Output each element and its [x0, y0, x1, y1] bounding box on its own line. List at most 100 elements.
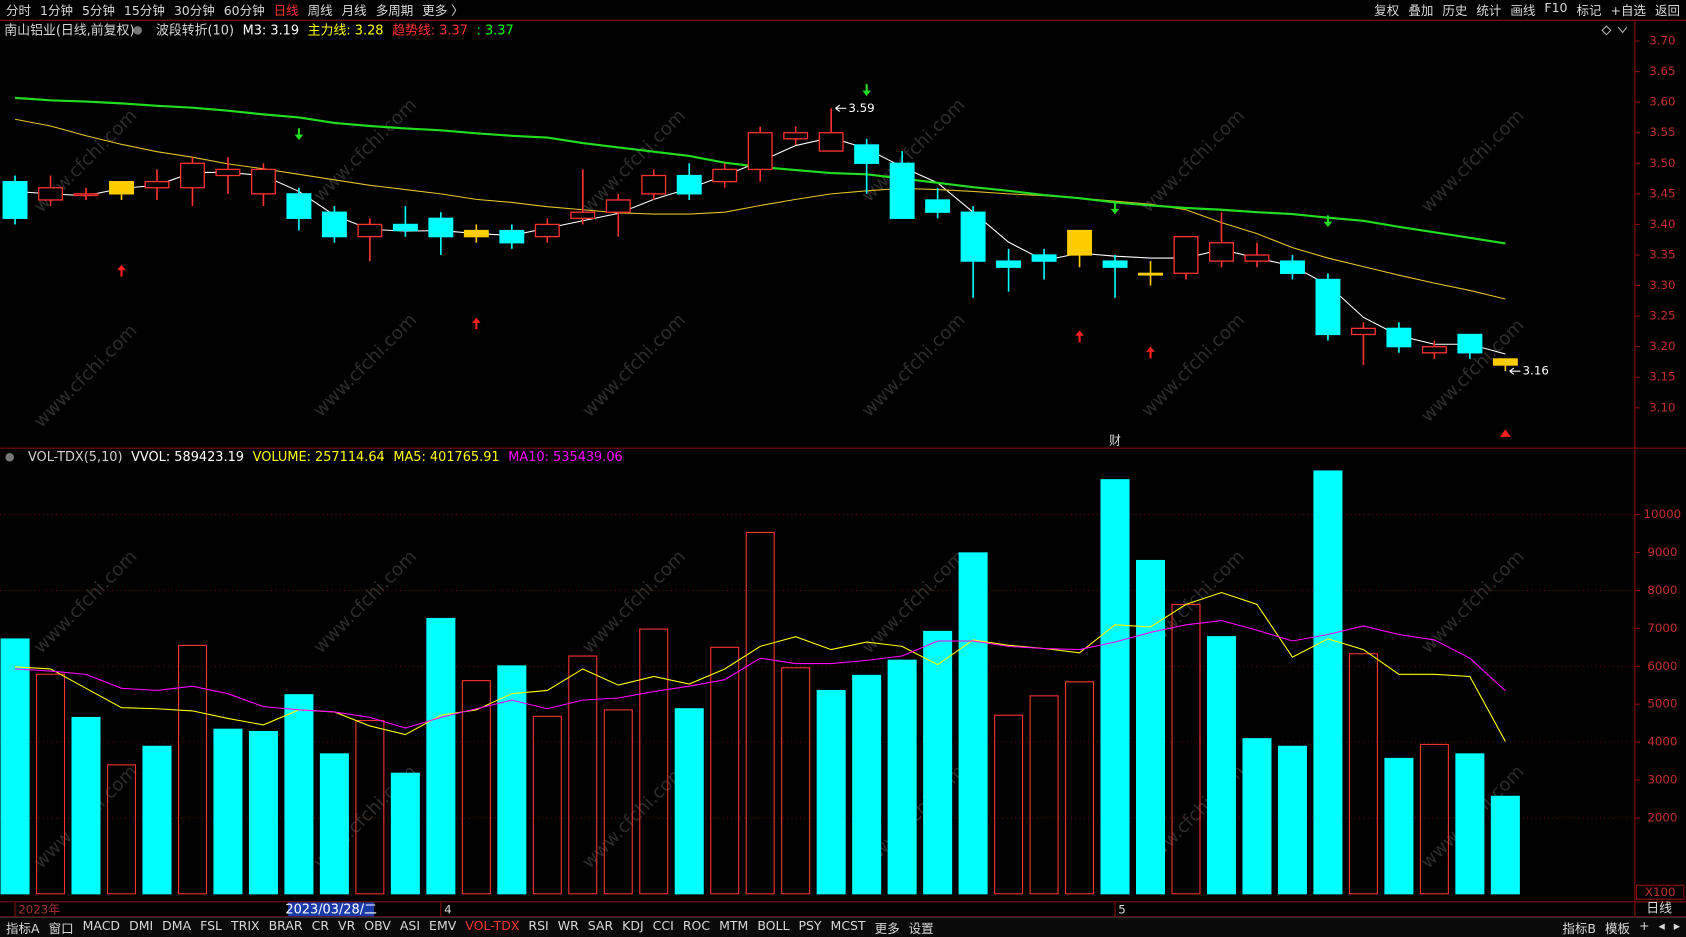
toolbar-button[interactable]: 月线 — [341, 3, 367, 18]
annotation-arrow — [835, 104, 847, 112]
toolbar-button[interactable]: + — [1638, 918, 1650, 933]
volume-bar — [1419, 743, 1449, 895]
volume-bar — [461, 680, 491, 895]
volume-bar — [887, 659, 917, 895]
y-tick-label: 3.30 — [1649, 278, 1675, 292]
indicator-icon — [133, 26, 142, 35]
volume-bar — [177, 644, 207, 895]
chart-header: 南山铝业(日线,前复权) 波段转折(10) M3: 3.19 主力线: 3.28 趋势线… — [4, 22, 513, 38]
volume-bar — [319, 753, 349, 895]
toolbar-button[interactable]: ▸ — [1673, 918, 1680, 933]
toolbar-button[interactable]: MACD — [82, 918, 121, 933]
candle-body — [428, 217, 454, 238]
toolbar-button[interactable]: 指标B — [1562, 921, 1596, 936]
toolbar-button[interactable]: RSI — [528, 918, 549, 933]
toolbar-button[interactable]: VOL-TDX — [465, 918, 520, 933]
toolbar-button[interactable]: DMI — [129, 918, 154, 933]
toolbar-button[interactable]: OBV — [364, 918, 391, 933]
toolbar-button[interactable]: ◂ — [1658, 918, 1665, 933]
volume-bar — [355, 719, 385, 895]
candle-body — [712, 168, 738, 183]
volume-bar — [1277, 745, 1307, 895]
toolbar-button[interactable]: BRAR — [268, 918, 303, 933]
y-tick-label: 2000 — [1647, 810, 1677, 824]
header-item: : 3.37 — [477, 23, 514, 38]
candle-body — [747, 132, 773, 171]
header-item: MA5: 401765.91 — [393, 450, 499, 465]
buy-triangle — [1499, 429, 1511, 437]
annotation-label: 3.59 — [848, 101, 874, 115]
buy-arrow — [1146, 346, 1155, 359]
toolbar-button[interactable]: VR — [338, 918, 356, 933]
toolbar-button[interactable]: ASI — [399, 918, 421, 933]
y-tick-label: 3.10 — [1649, 400, 1675, 414]
ma-line — [15, 619, 1506, 729]
toolbar-button[interactable]: 设置 — [908, 921, 934, 936]
candle-body — [1279, 260, 1305, 274]
toolbar-button[interactable]: 历史 — [1442, 3, 1468, 18]
toolbar-button[interactable]: 指标A — [6, 921, 40, 936]
toolbar-button[interactable]: 日线 — [273, 3, 299, 18]
volume-bar — [1242, 738, 1272, 895]
toolbar-button[interactable]: 叠加 — [1408, 3, 1434, 18]
toolbar-button[interactable]: 1分钟 — [40, 3, 73, 18]
toolbar-button[interactable]: 多周期 — [375, 3, 414, 18]
toolbar-button[interactable]: DMA — [162, 918, 192, 933]
toolbar-button[interactable]: 窗口 — [48, 921, 74, 936]
candle-body — [1173, 236, 1199, 274]
header-title: 南山铝业(日线,前复权) — [4, 22, 134, 38]
toolbar-button[interactable]: 标记 — [1576, 3, 1602, 18]
volume-bar — [71, 716, 101, 895]
volume-bar — [1490, 795, 1520, 895]
toolbar-button[interactable]: 5分钟 — [81, 3, 115, 18]
header-item: MA10: 535439.06 — [508, 450, 623, 465]
toolbar-button[interactable]: +自选 — [1610, 3, 1646, 18]
toolbar-button[interactable]: CR — [311, 918, 330, 933]
volume-bar — [248, 730, 278, 895]
toolbar-button[interactable]: MCST — [830, 918, 866, 933]
toolbar-button[interactable]: 60分钟 — [223, 3, 265, 18]
toolbar-button[interactable]: 分时 — [6, 3, 32, 18]
toolbar-button[interactable]: 统计 — [1476, 3, 1502, 18]
toolbar-button[interactable]: 周线 — [307, 3, 333, 18]
toolbar-button[interactable]: SAR — [587, 918, 614, 933]
y-tick-label: 3.70 — [1649, 34, 1675, 48]
y-tick-label: 3.25 — [1649, 309, 1675, 323]
volume-bar — [1455, 753, 1485, 895]
toolbar-button[interactable]: KDJ — [622, 918, 644, 933]
period-label: 日线 — [1646, 901, 1672, 916]
annotation-label: 3.16 — [1523, 364, 1549, 378]
candle-body — [286, 193, 312, 219]
toolbar-button[interactable]: CCI — [652, 918, 674, 933]
signals — [117, 84, 1511, 437]
toolbar-button[interactable]: EMV — [429, 918, 457, 933]
candle-body — [463, 229, 489, 238]
y-tick-label: 5000 — [1647, 697, 1677, 711]
candle-body — [1457, 333, 1483, 354]
toolbar-button[interactable]: 更多 — [874, 921, 900, 936]
candle-body — [1067, 229, 1093, 256]
toolbar-button[interactable]: F10 — [1544, 0, 1568, 15]
finance-marker: 财 — [1109, 434, 1121, 448]
toolbar-button[interactable]: 30分钟 — [173, 3, 215, 18]
tabs-right: 指标B 模板 + ◂ ▸ — [1556, 918, 1686, 937]
toolbar-button[interactable]: PSY — [798, 918, 822, 933]
candle-body — [73, 193, 99, 197]
toolbar-button[interactable]: ROC — [682, 918, 711, 933]
toolbar-button[interactable]: TRIX — [231, 918, 260, 933]
volume-bar — [1029, 695, 1059, 895]
x-tick-label: 2023年 — [18, 902, 60, 916]
toolbar-button[interactable]: 返回 — [1654, 3, 1680, 18]
toolbar-button[interactable]: 更多 〉 — [422, 3, 464, 18]
toolbar-button[interactable]: 画线 — [1510, 3, 1536, 18]
toolbar-button[interactable]: FSL — [200, 918, 223, 933]
toolbar-button[interactable]: WR — [557, 918, 579, 933]
toolbar-button[interactable]: BOLL — [757, 918, 790, 933]
toolbar-button[interactable]: 模板 — [1604, 921, 1630, 936]
annotation-arrow — [1509, 367, 1521, 375]
toolbar-button[interactable]: 15分钟 — [123, 3, 165, 18]
toolbar-button[interactable]: 复权 — [1374, 3, 1400, 18]
volume-bar — [1313, 470, 1343, 895]
toolbar-button[interactable]: MTM — [719, 918, 749, 933]
